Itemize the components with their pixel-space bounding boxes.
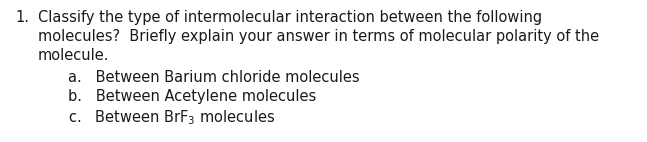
Text: 1.: 1. — [15, 10, 29, 25]
Text: a.   Between Barium chloride molecules: a. Between Barium chloride molecules — [68, 70, 360, 85]
Text: c.   Between BrF$_3$ molecules: c. Between BrF$_3$ molecules — [68, 108, 275, 127]
Text: molecule.: molecule. — [38, 48, 109, 63]
Text: molecules?  Briefly explain your answer in terms of molecular polarity of the: molecules? Briefly explain your answer i… — [38, 29, 599, 44]
Text: Classify the type of intermolecular interaction between the following: Classify the type of intermolecular inte… — [38, 10, 542, 25]
Text: b.   Between Acetylene molecules: b. Between Acetylene molecules — [68, 89, 316, 104]
